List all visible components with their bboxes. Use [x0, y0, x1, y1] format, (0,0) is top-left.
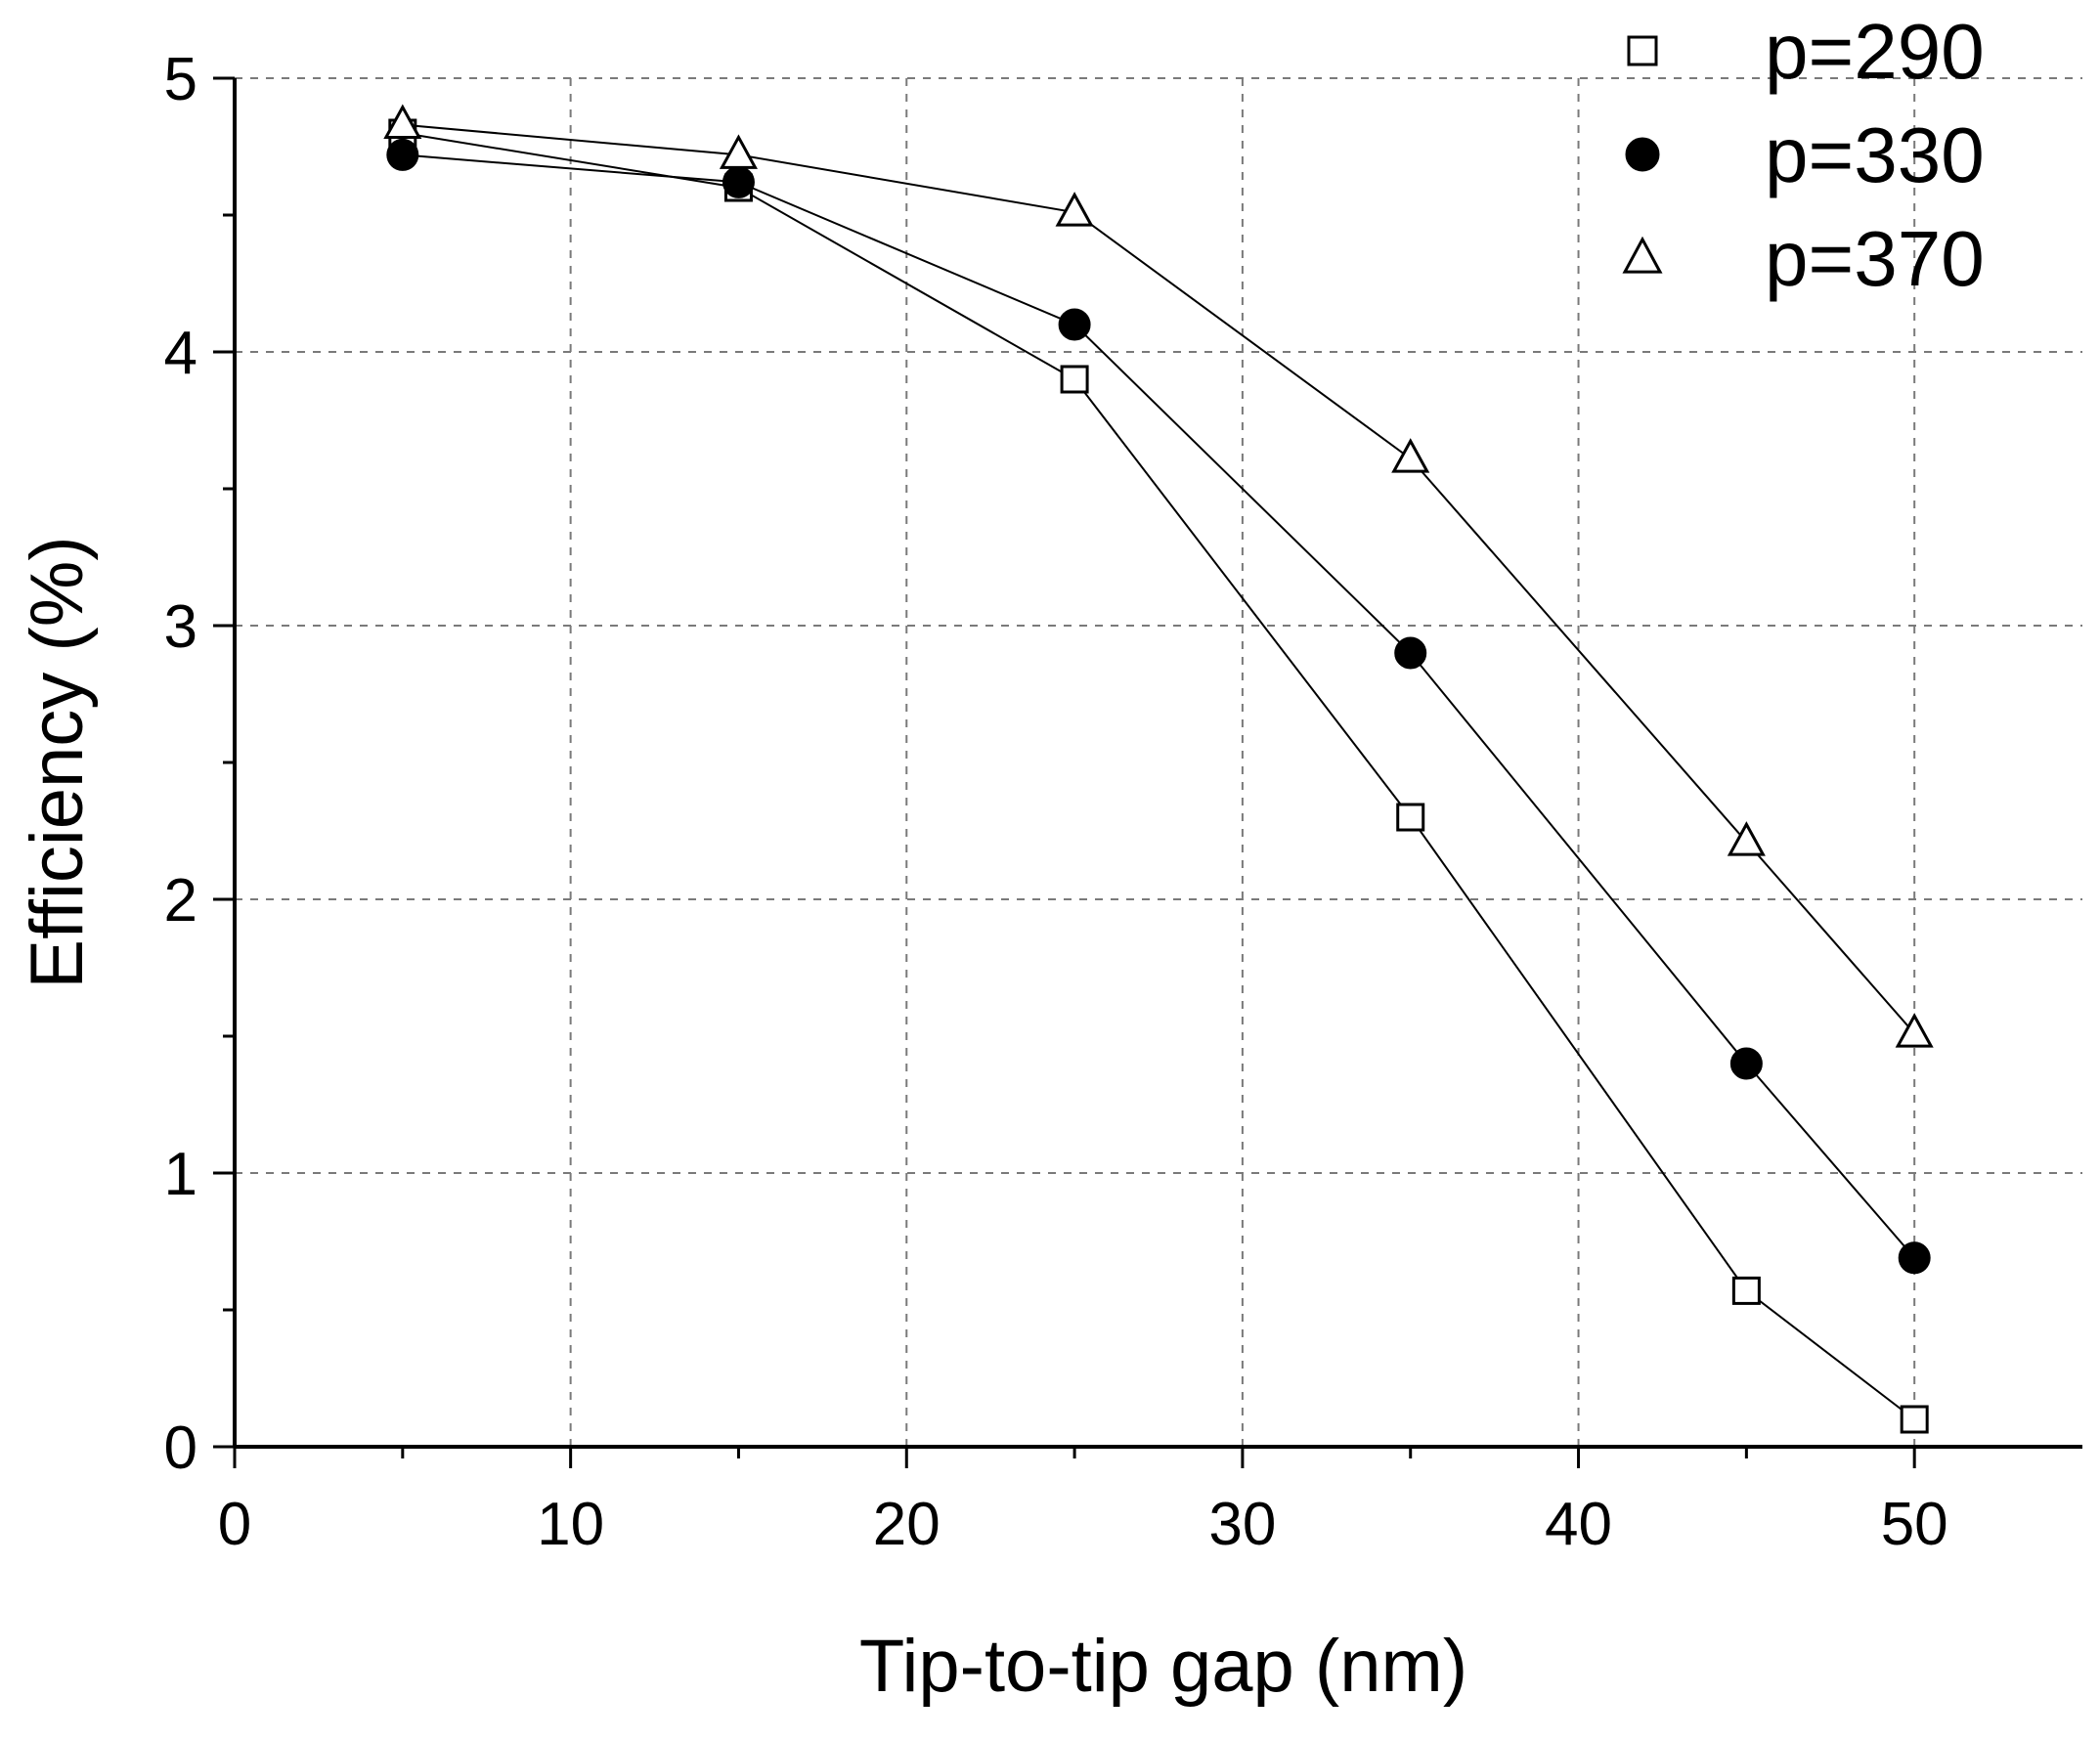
data-point-p=370-x50 [1895, 1013, 1934, 1048]
gridlines [235, 77, 2082, 1447]
data-point-p=330-x15 [722, 165, 755, 198]
data-point-p=290-x25 [1060, 365, 1089, 394]
data-point-p=330-x45 [1729, 1047, 1763, 1080]
legend-marker-p=290 [1627, 35, 1658, 66]
data-point-p=330-x50 [1898, 1241, 1931, 1275]
data-point-p=330-x25 [1058, 308, 1091, 341]
series-line-p=330 [402, 153, 1915, 1259]
series-p=330 [386, 138, 1931, 1275]
y-tick-label-5: 5 [164, 46, 197, 113]
y-tick-label-1: 1 [164, 1141, 197, 1208]
data-point-p=370-x15 [719, 134, 758, 169]
legend-label-p=290: p=290 [1765, 8, 1985, 95]
data-point-p=370-x25 [1055, 192, 1094, 227]
data-point-p=370-x45 [1727, 821, 1766, 856]
x-tick-label-20: 20 [873, 1491, 941, 1558]
y-tick-label-3: 3 [164, 593, 197, 661]
x-tick-label-50: 50 [1881, 1491, 1948, 1558]
legend-label-p=370: p=370 [1765, 215, 1985, 302]
data-series [383, 104, 1934, 1434]
tick-labels: 0 10 20 30 40 50 0 1 2 3 4 5 [164, 46, 1948, 1558]
data-point-p=290-x50 [1900, 1405, 1929, 1434]
data-point-p=370-x35 [1391, 438, 1430, 473]
data-point-p=330-x35 [1394, 636, 1427, 670]
x-tick-label-40: 40 [1545, 1491, 1612, 1558]
series-line-p=370 [402, 123, 1915, 1034]
legend-marker-p=370 [1622, 236, 1663, 274]
x-tick-label-10: 10 [537, 1491, 604, 1558]
data-point-p=290-x35 [1396, 803, 1425, 832]
x-axis-title: Tip-to-tip gap (nm) [859, 1625, 1467, 1708]
y-tick-label-0: 0 [164, 1414, 197, 1482]
legend: p=290 p=330 p=370 [1622, 8, 1985, 302]
legend-marker-p=330 [1625, 137, 1660, 172]
x-tick-label-0: 0 [218, 1491, 251, 1558]
y-tick-label-4: 4 [164, 320, 197, 387]
legend-label-p=330: p=330 [1765, 111, 1985, 198]
data-point-p=290-x45 [1731, 1276, 1761, 1305]
data-point-p=370-x5 [383, 104, 422, 140]
data-point-p=330-x5 [386, 138, 419, 171]
y-tick-label-2: 2 [164, 867, 197, 935]
y-axis-title: Efficiency (%) [16, 536, 99, 988]
series-p=370 [383, 104, 1934, 1048]
x-tick-label-30: 30 [1208, 1491, 1276, 1558]
axes [213, 76, 2082, 1468]
